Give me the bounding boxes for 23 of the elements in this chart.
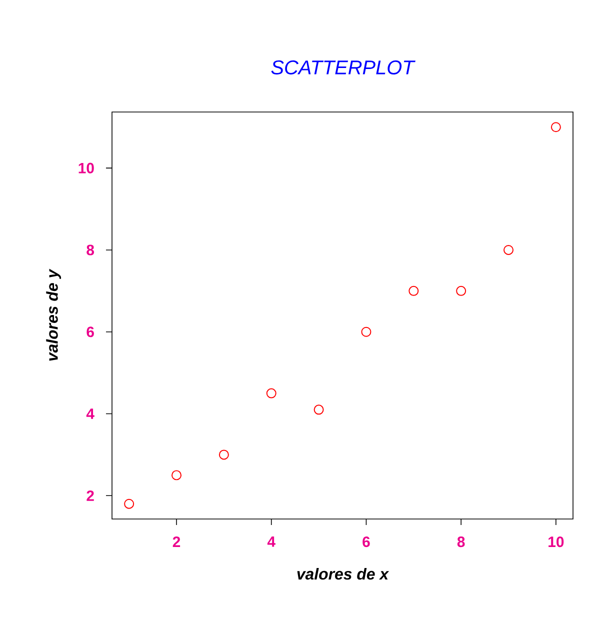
x-tick-label: 8 [457,536,465,548]
y-tick-label: 6 [86,326,94,338]
point [550,122,561,132]
chart-title: SCATTERPLOT [271,60,416,74]
y-tick-label: 4 [86,408,94,419]
x-axis-title: valores de x [297,568,390,580]
y-tick-label: 2 [86,490,94,501]
y-axis-title: valores de y [46,268,62,361]
x-tick-label: 10 [548,536,564,548]
point [124,498,134,509]
point [314,404,324,415]
x-tick-label: 2 [172,536,180,547]
point [361,326,372,337]
y-tick-label: 10 [78,162,94,174]
point [408,286,419,296]
x-tick-label: 6 [362,536,370,548]
point [172,470,182,480]
x-tick-label: 4 [267,536,276,547]
point [504,244,514,255]
point [218,450,229,460]
point [456,286,466,296]
point [266,388,276,398]
y-tick-label: 8 [86,244,94,256]
